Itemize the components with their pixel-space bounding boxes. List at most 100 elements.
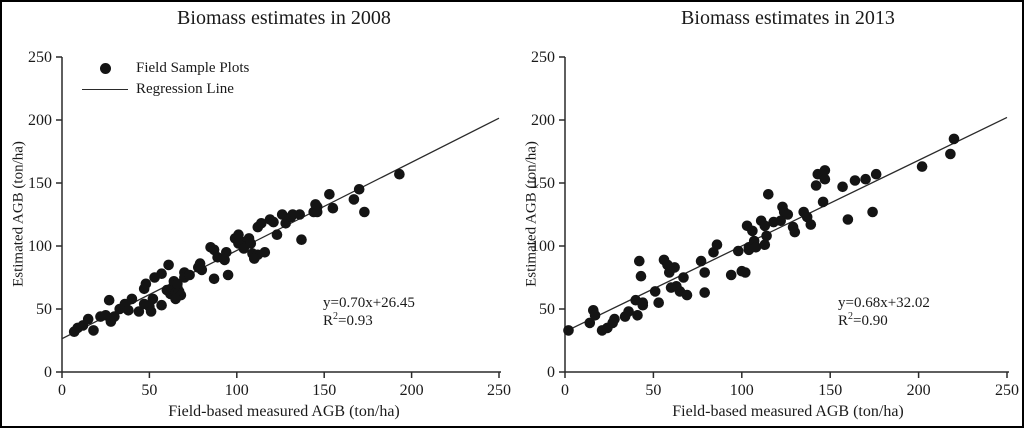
x-tick-label: 0 — [561, 382, 569, 399]
legend-item-regression-line: Regression Line — [80, 79, 249, 100]
data-point — [632, 310, 643, 321]
data-point — [311, 206, 323, 218]
data-point — [623, 306, 634, 317]
data-point — [140, 278, 152, 290]
data-point — [761, 230, 772, 242]
legend-marker — [80, 89, 130, 90]
data-point — [156, 268, 167, 280]
x-tick-label: 250 — [995, 382, 1019, 399]
data-point — [775, 215, 786, 227]
data-point — [842, 214, 854, 225]
y-tick-label: 150 — [28, 175, 52, 192]
data-point — [805, 219, 817, 230]
data-point — [208, 273, 220, 285]
data-point — [649, 286, 661, 297]
data-point — [759, 220, 771, 232]
y-axis-label-2013: Estimated AGB (ton/ha) — [523, 141, 540, 287]
data-point — [170, 293, 181, 305]
regression-annotation-2008: y=0.70x+26.45 R2=0.93 — [323, 294, 415, 330]
y-tick-label: 250 — [28, 49, 52, 66]
y-tick-label: 100 — [531, 238, 555, 255]
data-point — [681, 289, 693, 301]
data-point — [271, 229, 283, 240]
equation-text: y=0.68x+32.02 — [838, 295, 930, 311]
data-point — [740, 267, 751, 278]
data-point — [255, 218, 267, 229]
data-point — [249, 253, 260, 264]
x-tick-label: 200 — [400, 382, 424, 399]
data-point — [584, 317, 596, 329]
data-point — [109, 311, 120, 322]
data-point — [711, 239, 723, 250]
data-point — [948, 133, 960, 145]
y-tick-label: 100 — [28, 238, 52, 255]
data-point — [394, 168, 405, 180]
data-point — [327, 202, 339, 214]
y-tick-label: 50 — [36, 301, 52, 318]
panel-2013: 0 50 100 150 200 250 0 50 100 150 200 250 Biomass e… — [514, 2, 1022, 426]
legend-label: Regression Line — [136, 81, 234, 97]
x-tick-label: 150 — [818, 382, 842, 399]
regression-annotation-2013: y=0.68x+32.02 R2=0.90 — [838, 294, 930, 330]
data-point — [194, 258, 206, 269]
panel-title-2008: Biomass estimates in 2008 — [177, 7, 391, 29]
data-point — [763, 189, 774, 200]
data-point — [294, 209, 306, 220]
data-point — [849, 175, 861, 186]
panel-2008: 0 50 100 150 200 250 0 50 100 150 200 250 Biomass e… — [2, 2, 514, 426]
data-point — [133, 306, 145, 317]
data-point — [725, 269, 737, 281]
legend: Field Sample Plots Regression Line — [80, 58, 249, 100]
data-point — [635, 270, 647, 282]
data-point — [695, 255, 707, 267]
data-point — [156, 299, 167, 311]
data-point — [222, 269, 234, 281]
x-tick-label: 100 — [225, 382, 249, 399]
data-point — [589, 310, 601, 321]
data-point — [219, 254, 230, 266]
line-marker-icon — [82, 89, 128, 90]
data-point — [637, 299, 649, 311]
y-tick-label: 0 — [44, 364, 52, 381]
data-point — [916, 161, 928, 172]
data-point — [82, 313, 94, 325]
data-point — [296, 234, 307, 245]
r-squared-text: R2=0.90 — [838, 311, 888, 330]
data-point — [184, 269, 195, 281]
x-tick-label: 50 — [645, 382, 661, 399]
data-point — [634, 255, 645, 267]
data-point — [145, 306, 157, 317]
x-tick-label: 150 — [312, 382, 336, 399]
data-point — [88, 325, 99, 336]
data-point — [837, 181, 848, 193]
circle-marker-icon — [99, 63, 111, 74]
data-point — [324, 189, 335, 200]
x-tick-label: 100 — [730, 382, 754, 399]
y-tick-label: 150 — [531, 175, 555, 192]
data-point — [750, 242, 762, 253]
scatter-plot-2013: 0 50 100 150 200 250 0 50 100 150 200 250 — [531, 49, 1019, 399]
data-point — [945, 148, 956, 160]
scatter-plot-2008: 0 50 100 150 200 250 0 50 100 150 200 250 — [28, 49, 511, 399]
panel-title-2013: Biomass estimates in 2013 — [681, 7, 895, 29]
data-point — [348, 194, 360, 205]
data-point — [103, 294, 115, 306]
data-point — [678, 272, 689, 283]
r-squared-text: R2=0.93 — [323, 311, 373, 330]
data-point — [867, 206, 878, 218]
data-point — [870, 168, 882, 180]
x-axis-label-2013: Field-based measured AGB (ton/ha) — [672, 403, 904, 420]
legend-marker — [80, 63, 130, 74]
data-point — [233, 229, 244, 240]
data-point — [699, 287, 710, 298]
data-point — [563, 325, 574, 336]
data-point — [733, 245, 744, 257]
data-point — [653, 297, 664, 309]
data-point — [819, 173, 831, 185]
data-point — [259, 247, 271, 258]
data-point — [789, 226, 801, 238]
equation-text: y=0.70x+26.45 — [323, 295, 415, 311]
y-tick-label: 250 — [531, 49, 555, 66]
data-point — [163, 259, 174, 271]
